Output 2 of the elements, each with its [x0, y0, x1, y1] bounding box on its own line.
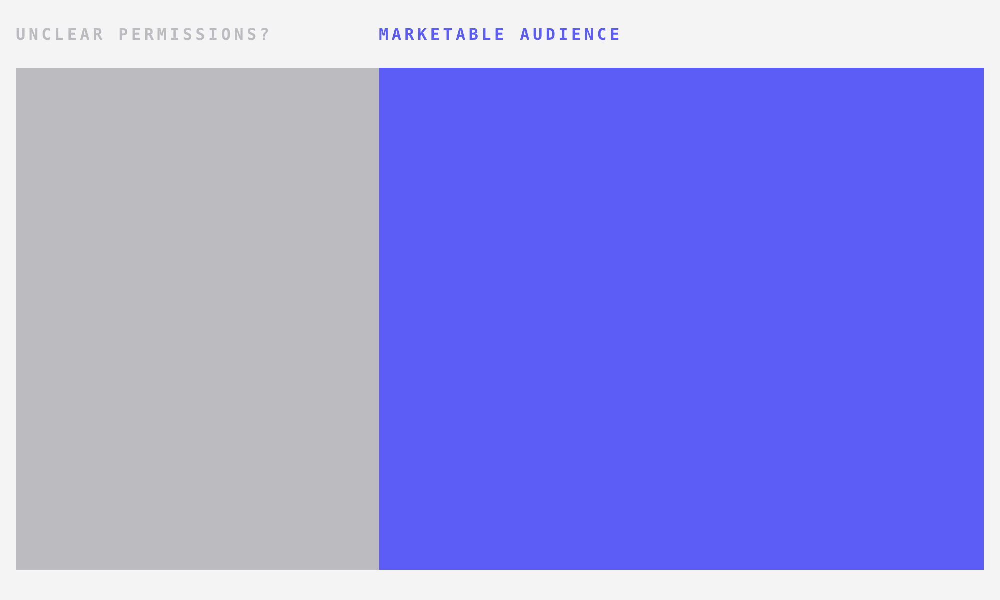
series-label: MARKETABLE AUDIENCE — [379, 25, 623, 44]
series-label: UNCLEAR PERMISSIONS? — [16, 25, 273, 44]
